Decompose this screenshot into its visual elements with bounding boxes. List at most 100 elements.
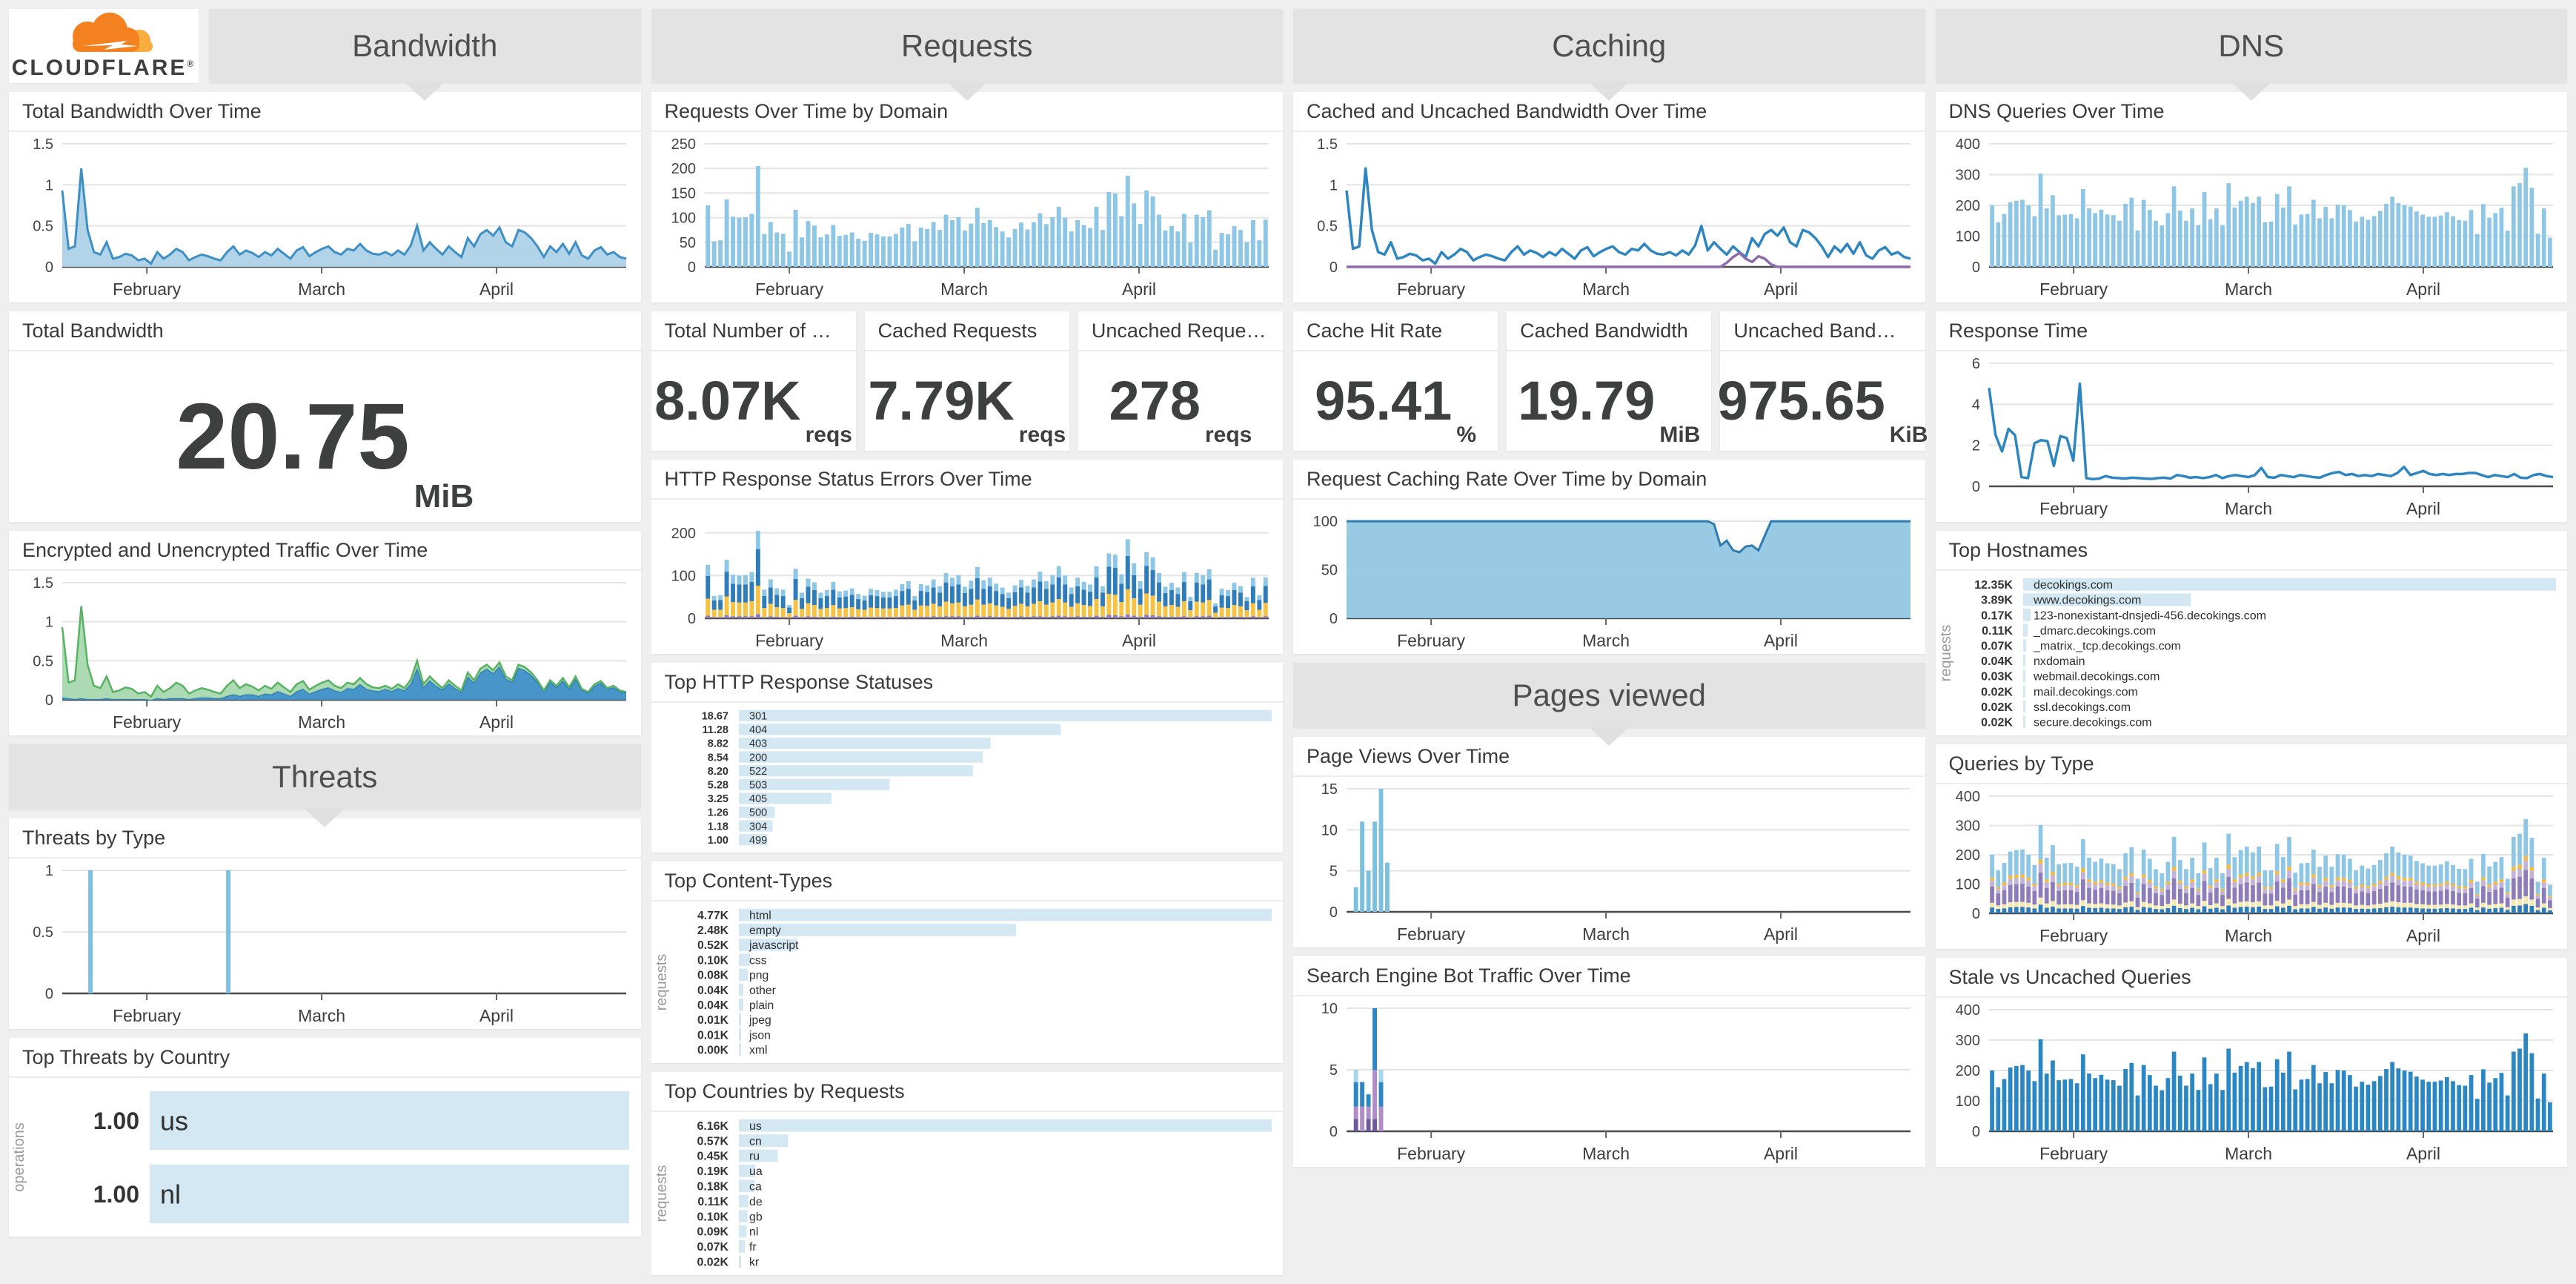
requests-top-row: Requests <box>651 9 1283 101</box>
svg-text:March: March <box>940 631 988 650</box>
svg-text:200: 200 <box>671 161 695 177</box>
svg-text:gb: gb <box>749 1211 763 1223</box>
svg-text:0.07K: 0.07K <box>1981 639 2013 652</box>
svg-text:April: April <box>2406 926 2440 945</box>
svg-text:100: 100 <box>671 211 695 227</box>
svg-text:jpeg: jpeg <box>748 1014 771 1027</box>
svg-text:April: April <box>479 1006 514 1025</box>
svg-text:plain: plain <box>749 999 774 1012</box>
svg-text:April: April <box>2406 279 2440 299</box>
svg-text:100: 100 <box>1955 1093 1979 1110</box>
svg-text:0.17K: 0.17K <box>1981 609 2013 622</box>
section-header-bandwidth: Bandwidth <box>209 9 641 101</box>
dns-top-row: DNS <box>1935 9 2567 101</box>
cached-requests-value: 7.79K reqs <box>865 351 1069 451</box>
svg-text:1.00: 1.00 <box>93 1108 139 1134</box>
panel-title: Total Number of Re… <box>651 311 856 351</box>
svg-text:10: 10 <box>1321 1001 1338 1017</box>
svg-text:400: 400 <box>1955 1002 1979 1019</box>
svg-text:0.07K: 0.07K <box>697 1241 728 1254</box>
stat-number: 8.07K <box>654 370 801 431</box>
svg-text:March: March <box>1582 279 1630 299</box>
svg-text:301: 301 <box>749 711 767 723</box>
svg-text:0: 0 <box>1330 1124 1338 1140</box>
svg-text:operations: operations <box>11 1122 27 1191</box>
section-header-dns: DNS <box>1935 9 2567 101</box>
panel-top-countries: Top Countries by Requests 6.16K us 0.57K cn… <box>651 1072 1283 1275</box>
bandwidth-top-row: CLOUDFLARE® Bandwidth <box>9 9 641 101</box>
panel-top-threats-by-country: Top Threats by Country 1.00 us 1.00 nl opera… <box>9 1038 641 1237</box>
svg-text:0.01K: 0.01K <box>697 1029 728 1042</box>
stat-number: 19.79 <box>1518 370 1656 431</box>
svg-text:April: April <box>2406 1144 2440 1163</box>
stat-unit: reqs <box>1018 423 1066 447</box>
panel-title: Top Hostnames <box>1935 531 2567 571</box>
svg-text:200: 200 <box>1955 1063 1979 1079</box>
panel-title: Uncached Band… <box>1720 311 1925 351</box>
svg-text:4: 4 <box>1971 397 1979 413</box>
panel-title: Cache Hit Rate <box>1293 311 1498 351</box>
svg-text:March: March <box>2225 1144 2272 1163</box>
svg-text:www.decokings.com: www.decokings.com <box>2033 594 2141 607</box>
svg-text:0.19K: 0.19K <box>697 1165 728 1178</box>
panel-encrypted-traffic: Encrypted and Unencrypted Traffic Over T… <box>9 531 641 735</box>
svg-text:us: us <box>160 1105 188 1136</box>
svg-text:February: February <box>2039 926 2108 945</box>
svg-text:0.04K: 0.04K <box>1981 655 2013 668</box>
svg-text:503: 503 <box>749 780 767 792</box>
panel-top-hostnames: Top Hostnames 12.35K decokings.com 3.89K ww… <box>1935 531 2567 735</box>
svg-text:0: 0 <box>687 611 695 627</box>
svg-text:css: css <box>749 954 767 967</box>
svg-text:100: 100 <box>1955 229 1979 245</box>
panel-http-errors: HTTP Response Status Errors Over Time 0 1… <box>651 460 1283 654</box>
svg-text:February: February <box>113 1006 182 1025</box>
svg-text:2: 2 <box>1971 438 1979 454</box>
total-bandwidth-over-time-chart: 0 0.5 1 1.5 February March April <box>9 132 641 302</box>
panel-search-bot-traffic: Search Engine Bot Traffic Over Time 0 5 10… <box>1293 956 1925 1167</box>
stat-unit: reqs <box>805 423 852 447</box>
svg-text:100: 100 <box>671 568 695 584</box>
svg-text:0: 0 <box>1971 479 1979 495</box>
svg-text:6.16K: 6.16K <box>697 1120 728 1133</box>
svg-text:March: March <box>940 279 988 299</box>
svg-text:0.02K: 0.02K <box>1981 715 2013 729</box>
svg-text:kr: kr <box>749 1257 760 1269</box>
uncached-bandwidth-value: 975.65 KiB <box>1717 351 1928 451</box>
section-header-caching: Caching <box>1293 9 1925 101</box>
svg-text:April: April <box>1764 631 1798 650</box>
panel-top-content-types: Top Content-Types 4.77K html 2.48K empty 0.5… <box>651 861 1283 1063</box>
svg-text:0.11K: 0.11K <box>697 1196 728 1208</box>
svg-text:March: March <box>1582 631 1630 650</box>
section-title: Bandwidth <box>352 28 498 63</box>
top-threats-by-country-chart: 1.00 us 1.00 nl operations <box>9 1078 641 1237</box>
panel-title: Response Time <box>1935 311 2567 351</box>
svg-text:0: 0 <box>45 692 53 709</box>
svg-text:February: February <box>1397 631 1466 650</box>
response-time-chart: 0 2 4 6 February March April <box>1936 351 2568 522</box>
svg-text:5: 5 <box>1330 864 1338 880</box>
svg-text:0: 0 <box>45 259 53 276</box>
svg-text:0.45K: 0.45K <box>697 1151 728 1163</box>
svg-text:0.02K: 0.02K <box>697 1257 728 1269</box>
uncached-requests-value: 278 reqs <box>1078 351 1283 451</box>
section-title: Pages viewed <box>1512 678 1707 712</box>
panel-title: Queries by Type <box>1935 744 2567 784</box>
svg-text:_dmarc.decokings.com: _dmarc.decokings.com <box>2033 624 2156 638</box>
stat-unit: MiB <box>414 478 474 514</box>
header-notch <box>404 82 446 101</box>
panel-dns-queries: DNS Queries Over Time 0 100 200 300 400 Febru… <box>1935 92 2567 302</box>
header-notch <box>1588 727 1630 746</box>
column-caching: Caching Cached and Uncached Bandwidth Ov… <box>1293 9 1928 1275</box>
svg-text:0.08K: 0.08K <box>697 970 728 982</box>
svg-text:us: us <box>749 1120 762 1133</box>
svg-text:250: 250 <box>671 136 695 153</box>
svg-text:1.5: 1.5 <box>33 136 53 153</box>
panel-title: Threats by Type <box>9 818 641 858</box>
svg-text:February: February <box>2039 499 2108 518</box>
request-caching-rate-chart: 0 50 100 February March April <box>1293 500 1925 654</box>
svg-text:1.5: 1.5 <box>33 575 53 592</box>
svg-text:0: 0 <box>1330 904 1338 921</box>
stat-number: 95.41 <box>1315 370 1453 431</box>
svg-text:0.03K: 0.03K <box>1981 670 2013 684</box>
svg-text:1: 1 <box>45 177 53 193</box>
